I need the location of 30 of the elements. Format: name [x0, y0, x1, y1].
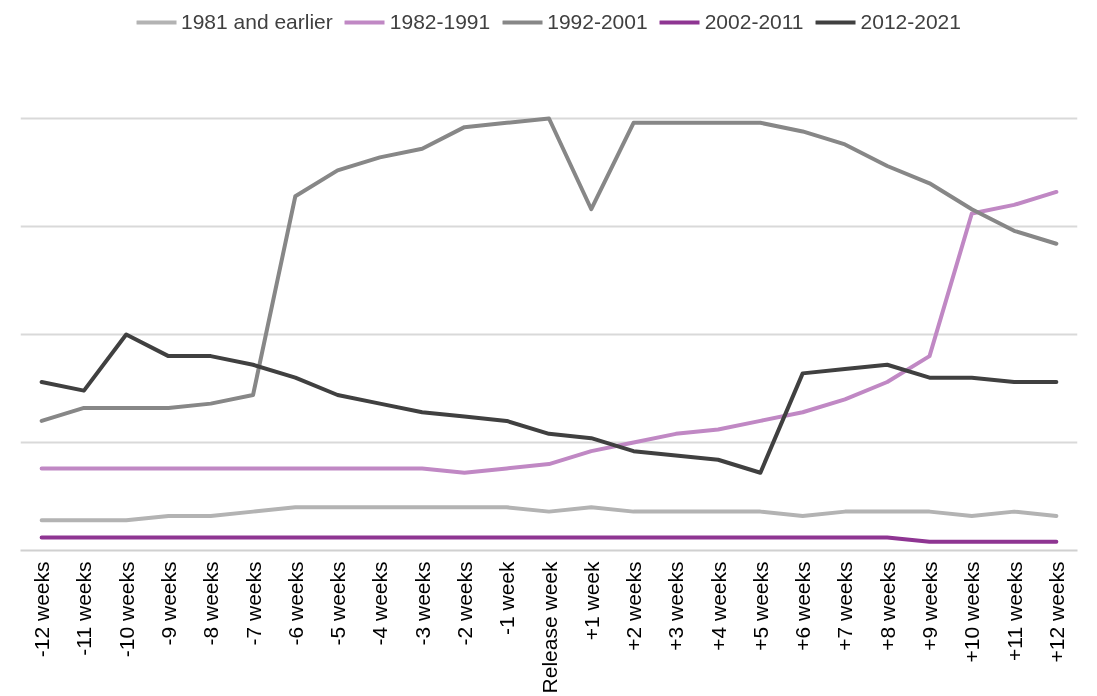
x-tick-label: +4 weeks: [706, 561, 730, 651]
x-tick-label: +8 weeks: [875, 561, 899, 651]
x-tick-label: -12 weeks: [30, 561, 54, 658]
legend-label: 1981 and earlier: [181, 10, 333, 34]
x-tick-label: +5 weeks: [748, 561, 772, 651]
x-tick-label: -2 weeks: [452, 561, 476, 646]
x-tick-label: -1 week: [495, 561, 519, 636]
x-tick-label: +11 weeks: [1002, 561, 1026, 661]
x-tick-label: +9 weeks: [918, 561, 942, 651]
x-tick-label: +10 weeks: [960, 561, 984, 663]
x-tick-label: -10 weeks: [114, 561, 138, 658]
legend-label: 2012-2021: [860, 10, 961, 34]
x-tick-label: +12 weeks: [1044, 561, 1068, 663]
x-tick-label: -3 weeks: [410, 561, 434, 646]
x-tick-label: -9 weeks: [156, 561, 180, 646]
x-tick-label: -5 weeks: [326, 561, 350, 646]
x-tick-label: -4 weeks: [368, 561, 392, 646]
x-tick-label: +7 weeks: [833, 561, 857, 651]
x-tick-label: -11 weeks: [72, 561, 96, 656]
x-tick-label: -8 weeks: [199, 561, 223, 646]
x-tick-label: Release week: [537, 561, 561, 694]
x-tick-label: +2 weeks: [622, 561, 646, 651]
x-tick-label: +1 week: [579, 561, 603, 641]
x-tick-label: -6 weeks: [283, 561, 307, 646]
x-tick-label: +6 weeks: [791, 561, 815, 651]
x-tick-label: +3 weeks: [664, 561, 688, 651]
legend-label: 1982-1991: [389, 10, 491, 34]
legend-label: 2002-2011: [704, 10, 804, 34]
x-tick-label: -7 weeks: [241, 561, 265, 646]
legend-label: 1992-2001: [547, 10, 648, 34]
